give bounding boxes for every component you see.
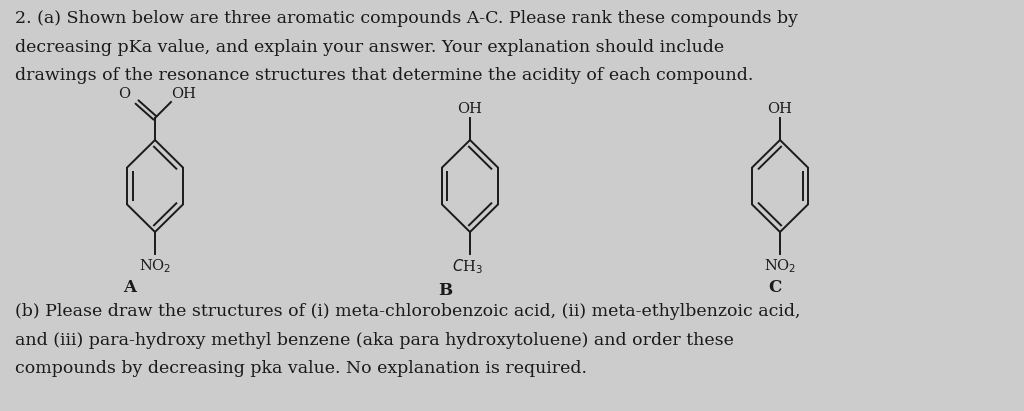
Text: NO$_2$: NO$_2$ bbox=[764, 257, 797, 275]
Text: decreasing pKa value, and explain your answer. Your explanation should include: decreasing pKa value, and explain your a… bbox=[15, 39, 724, 55]
Text: OH: OH bbox=[768, 102, 793, 116]
Text: (b) Please draw the structures of (i) meta-chlorobenzoic acid, (ii) meta-ethylbe: (b) Please draw the structures of (i) me… bbox=[15, 303, 801, 320]
Text: O: O bbox=[119, 87, 130, 101]
Text: NO$_2$: NO$_2$ bbox=[139, 257, 171, 275]
Text: 2. (a) Shown below are three aromatic compounds A-C. Please rank these compounds: 2. (a) Shown below are three aromatic co… bbox=[15, 10, 798, 27]
Text: OH: OH bbox=[458, 102, 482, 116]
Text: drawings of the resonance structures that determine the acidity of each compound: drawings of the resonance structures tha… bbox=[15, 67, 754, 84]
Text: A: A bbox=[124, 279, 136, 296]
Text: compounds by decreasing pka value. No explanation is required.: compounds by decreasing pka value. No ex… bbox=[15, 360, 587, 377]
Text: $\it{C}$H$_3$: $\it{C}$H$_3$ bbox=[453, 257, 483, 276]
Text: B: B bbox=[438, 282, 452, 299]
Text: OH: OH bbox=[171, 87, 197, 101]
Text: and (iii) para-hydroxy methyl benzene (aka para hydroxytoluene) and order these: and (iii) para-hydroxy methyl benzene (a… bbox=[15, 332, 734, 349]
Text: C: C bbox=[768, 279, 781, 296]
